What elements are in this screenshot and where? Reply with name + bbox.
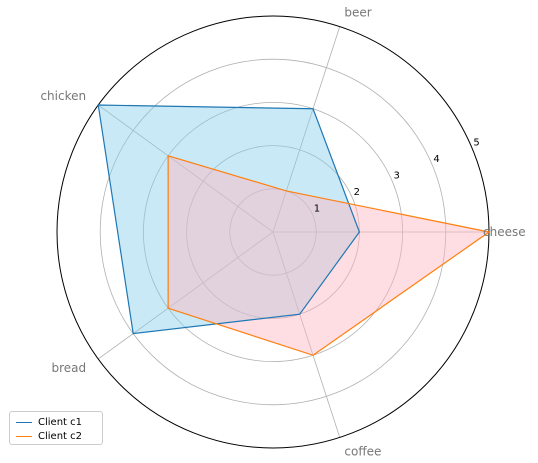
category-label-cheese: cheese [483, 225, 526, 239]
legend-swatch-c1 [16, 422, 32, 423]
category-label-chicken: chicken [40, 89, 86, 103]
radial-tick-label: 4 [433, 154, 439, 165]
radar-series [98, 105, 489, 355]
radial-tick-label: 2 [354, 187, 360, 198]
category-label-bread: bread [51, 361, 86, 375]
radial-tick-label: 3 [394, 170, 400, 181]
radial-tick-label: 5 [473, 137, 479, 148]
legend-item-c1: Client c1 [16, 415, 82, 429]
radial-tick-label: 1 [314, 204, 320, 215]
legend-label-c1: Client c1 [38, 417, 82, 428]
legend: Client c1 Client c2 [9, 411, 103, 445]
category-label-coffee: coffee [344, 445, 381, 459]
legend-label-c2: Client c2 [38, 431, 82, 442]
category-label-beer: beer [344, 5, 371, 19]
legend-swatch-c2 [16, 436, 32, 437]
legend-item-c2: Client c2 [16, 429, 82, 443]
